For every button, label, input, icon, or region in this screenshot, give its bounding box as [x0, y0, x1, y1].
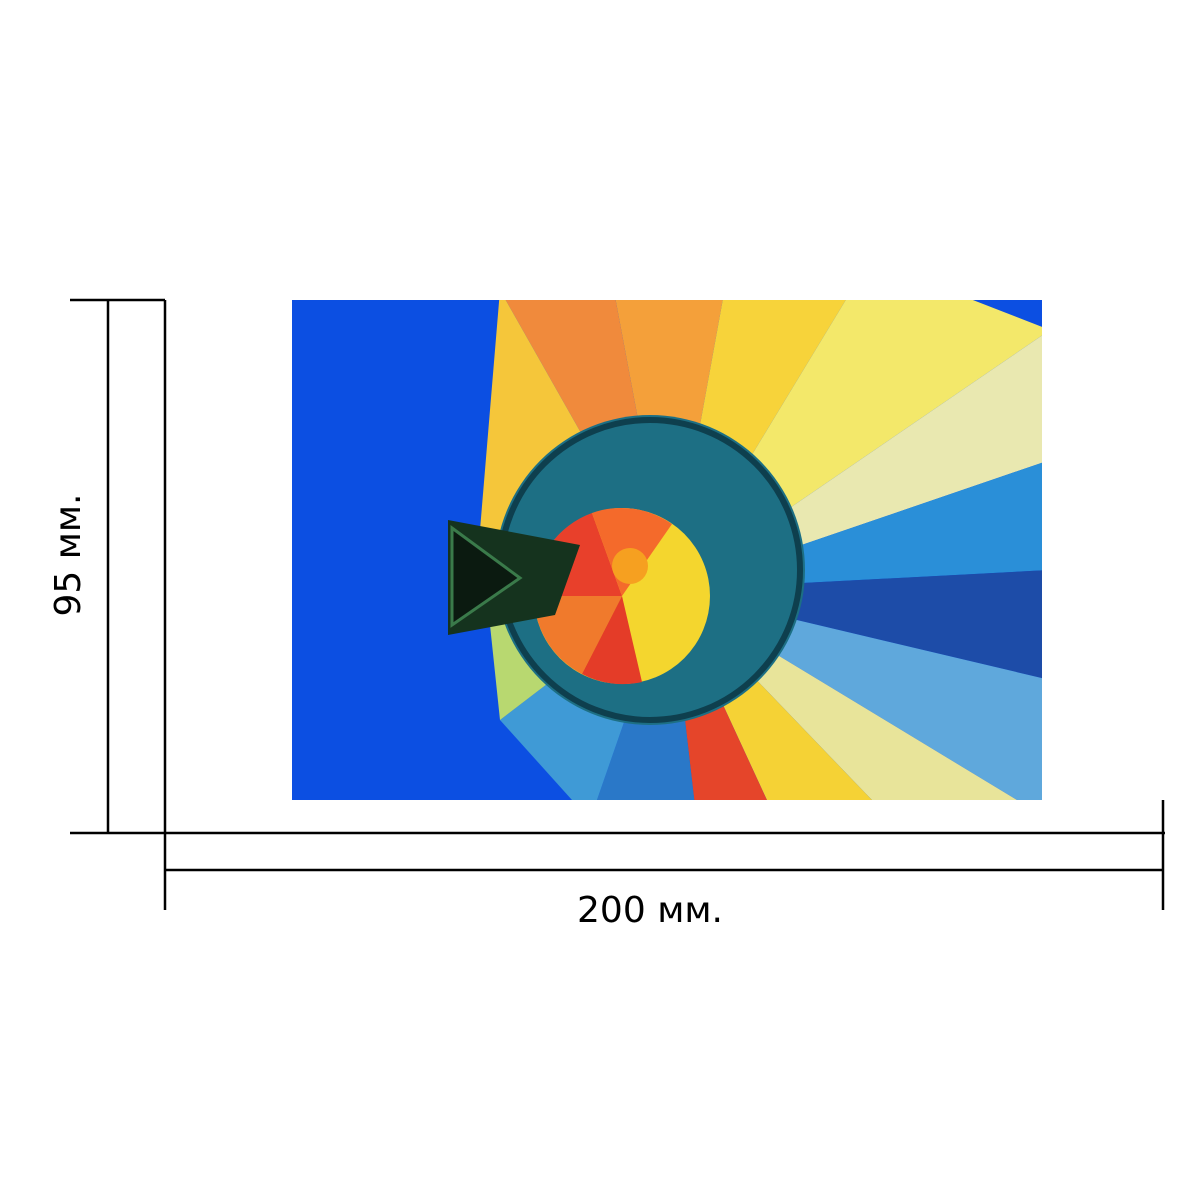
- height-label: 95 мм.: [48, 493, 89, 616]
- width-label: 200 мм.: [577, 890, 723, 931]
- balloon-photo: [292, 300, 1042, 800]
- width-dimension: 200 мм.: [163, 800, 1165, 931]
- height-dimension: 95 мм.: [48, 298, 1165, 835]
